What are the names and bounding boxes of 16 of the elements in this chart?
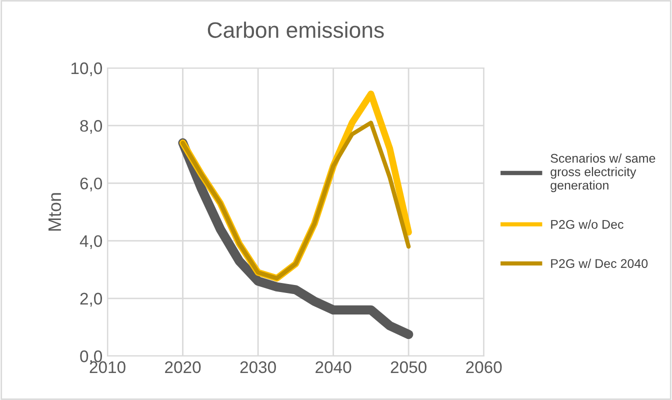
chart-title: Carbon emissions: [208, 22, 384, 38]
y-tick-label: 6,0: [80, 178, 102, 192]
x-tick-label: 2020: [165, 361, 201, 374]
y-tick-label: 4,0: [80, 235, 102, 249]
legend-label: P2G w/ Dec 2040: [551, 258, 648, 268]
x-tick-label: 2050: [390, 361, 426, 374]
y-tick-label: 10,0: [71, 62, 102, 76]
x-tick-label: 2030: [240, 361, 276, 374]
x-tick-label: 2060: [466, 361, 502, 374]
y-tick-label: 2,0: [80, 292, 102, 307]
legend-label: P2G w/o Dec: [551, 220, 624, 229]
y-axis-title: Mton: [48, 193, 62, 231]
x-tick-label: 2040: [316, 361, 352, 374]
y-tick-label: 8,0: [80, 120, 102, 134]
legend-label: Scenarios w/ same gross electricity generation: [550, 154, 656, 192]
line-series: [180, 120, 411, 280]
